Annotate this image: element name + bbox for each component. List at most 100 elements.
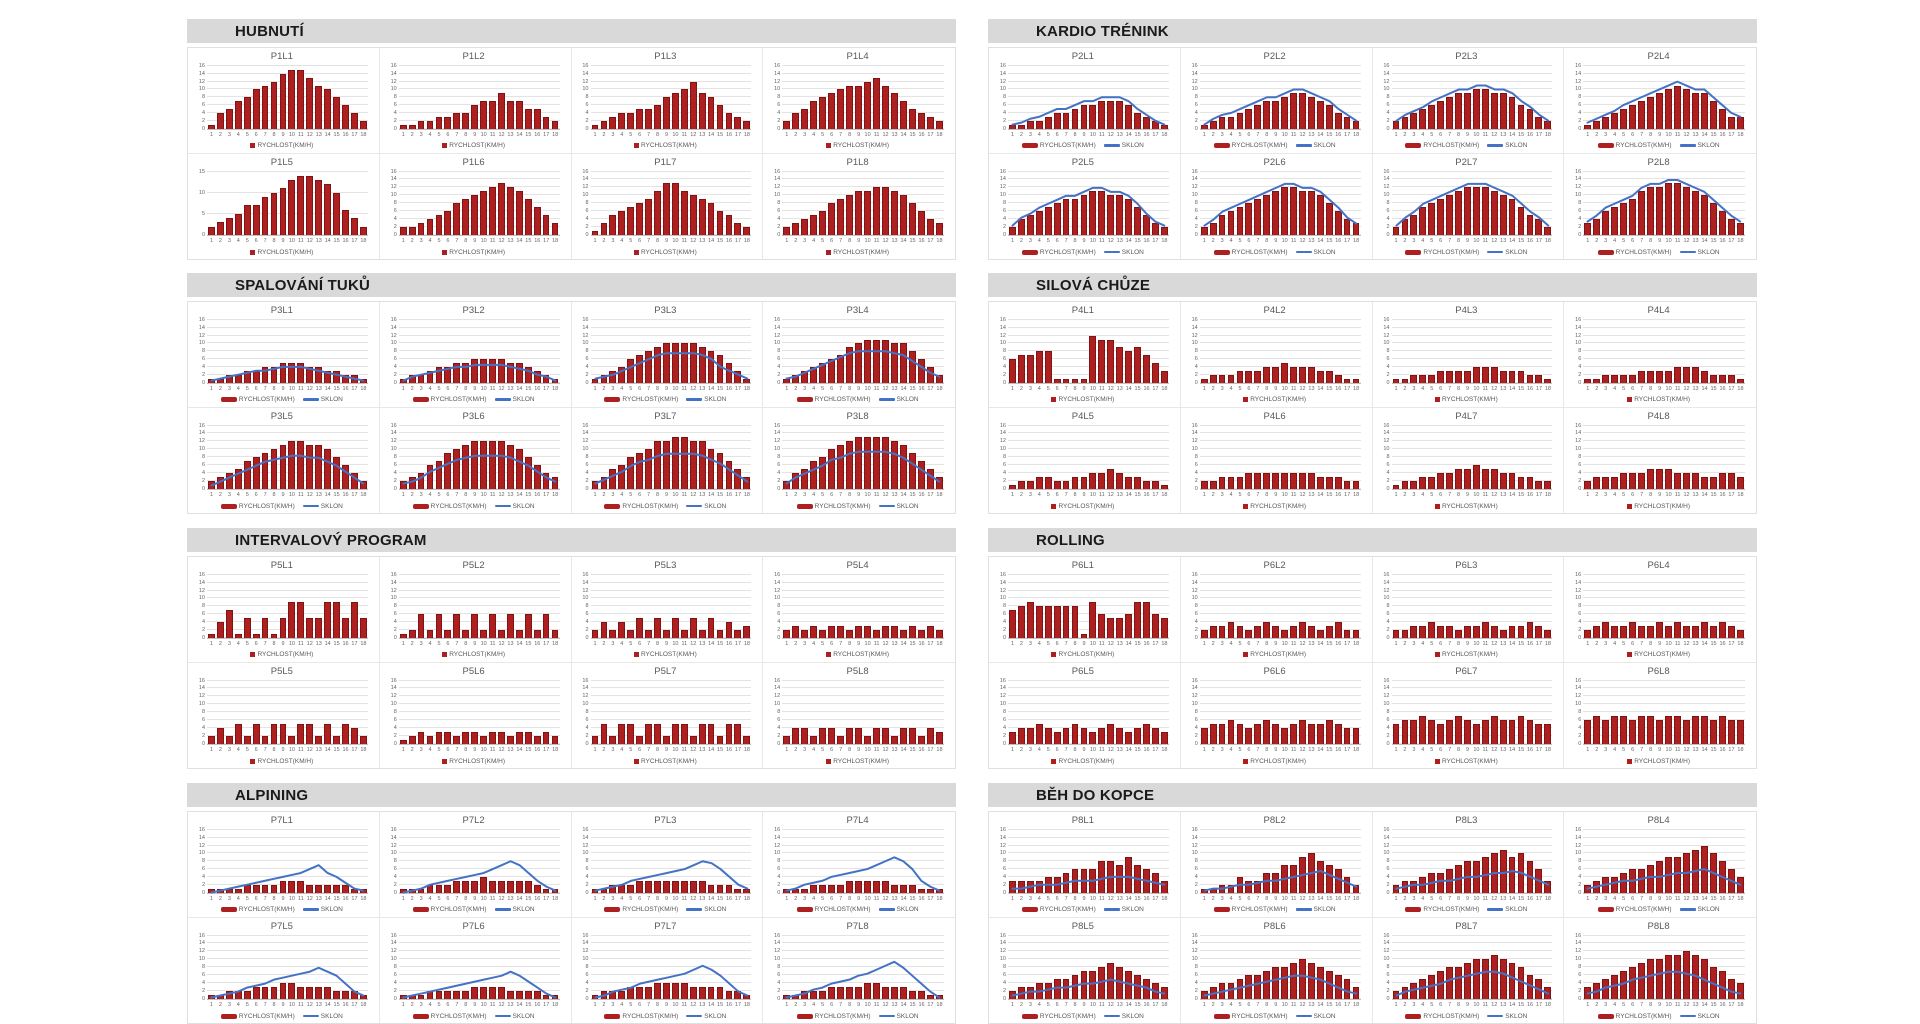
- x-tick-label: 4: [1037, 131, 1041, 138]
- chart-p8l7[interactable]: P8L7 0 2 4 6 8 10 12 14 16 1 2 3 4 5 6 7 8 9 10 11 12 13 14 15 16…: [1372, 917, 1565, 1023]
- gridline: [782, 727, 944, 729]
- x-tick-label: 1: [1586, 640, 1590, 647]
- chart-p7l1[interactable]: P7L1 0 2 4 6 8 10 12 14 16 1 2 3 4 5 6 7 8 9 10 11 12 13 14 15 16…: [188, 812, 380, 918]
- chart-p7l5[interactable]: P7L5 0 2 4 6 8 10 12 14 16 1 2 3 4 5 6 7 8 9 10 11 12 13 14 15 16…: [188, 917, 380, 1023]
- chart-p6l6[interactable]: P6L6 0 2 4 6 8 10 12 14 16 1 2 3 4 5 6 7 8 9 10 11 12 13 14 15 16…: [1180, 662, 1373, 768]
- chart-p2l5[interactable]: P2L5 0 2 4 6 8 10 12 14 16 1 2 3 4 5 6 7 8 9 10 11 12 13 14 15 16…: [989, 153, 1181, 259]
- chart-p2l6[interactable]: P2L6 0 2 4 6 8 10 12 14 16 1 2 3 4 5 6 7 8 9 10 11 12 13 14 15 16…: [1180, 153, 1373, 259]
- chart-p1l7[interactable]: P1L7 0 2 4 6 8 10 12 14 16 1 2 3 4 5 6 7 8 9 10 11 12 13 14 15 16…: [571, 153, 764, 259]
- y-tick-label: 0: [1194, 996, 1198, 1002]
- chart-p4l7[interactable]: P4L7 0 2 4 6 8 10 12 14 16 1 2 3 4 5 6 7 8 9 10 11 12 13 14 15 16…: [1372, 407, 1565, 513]
- chart-p4l1[interactable]: P4L1 0 2 4 6 8 10 12 14 16 1 2 3 4 5 6 7 8 9 10 11 12 13 14 15 16…: [989, 302, 1181, 408]
- chart-p5l8[interactable]: P5L8 0 2 4 6 8 10 12 14 16 1 2 3 4 5 6 7 8 9 10 11 12 13 14 15 16…: [763, 662, 955, 768]
- x-tick-label: 18: [1353, 385, 1360, 392]
- speed-bar: [855, 191, 863, 235]
- x-tick-label: 13: [891, 640, 898, 647]
- chart-p7l4[interactable]: P7L4 0 2 4 6 8 10 12 14 16 1 2 3 4 5 6 7 8 9 10 11 12 13 14 15 16…: [763, 812, 955, 918]
- chart-p1l3[interactable]: P1L3 0 2 4 6 8 10 12 14 16 1 2 3 4 5 6 7 8 9 10 11 12 13 14 15 16…: [571, 48, 764, 154]
- speed-bar: [828, 728, 836, 744]
- chart-p6l4[interactable]: P6L4 0 2 4 6 8 10 12 14 16 1 2 3 4 5 6 7 8 9 10 11 12 13 14 15 16…: [1564, 557, 1756, 663]
- x-tick-label: 11: [297, 1002, 304, 1008]
- x-tick-label: 6: [638, 640, 642, 647]
- gridline: [207, 472, 368, 474]
- chart-p1l2[interactable]: P1L2 0 2 4 6 8 10 12 14 16 1 2 3 4 5 6 7 8 9 10 11 12 13 14 15 16…: [379, 48, 572, 154]
- speed-bar: [359, 226, 367, 235]
- chart-p7l8[interactable]: P7L8 0 2 4 6 8 10 12 14 16 1 2 3 4 5 6 7 8 9 10 11 12 13 14 15 16…: [763, 917, 955, 1023]
- x-tick-label: 11: [1482, 747, 1489, 753]
- x-tick-label: 3: [803, 492, 807, 498]
- chart-p8l3[interactable]: P8L3 0 2 4 6 8 10 12 14 16 1 2 3 4 5 6 7 8 9 10 11 12 13 14 15 16…: [1372, 812, 1565, 918]
- y-tick-label: 4: [1002, 109, 1006, 116]
- chart-p2l3[interactable]: P2L3 0 2 4 6 8 10 12 14 16 1 2 3 4 5 6 7 8 9 10 11 12 13 14 15 16…: [1372, 48, 1565, 154]
- chart-p5l7[interactable]: P5L7 0 2 4 6 8 10 12 14 16 1 2 3 4 5 6 7 8 9 10 11 12 13 14 15 16…: [571, 662, 764, 768]
- chart-p1l4[interactable]: P1L4 0 2 4 6 8 10 12 14 16 1 2 3 4 5 6 7 8 9 10 11 12 13 14 15 16…: [763, 48, 955, 154]
- y-tick-label: 4: [1386, 873, 1390, 880]
- gridline: [207, 934, 368, 936]
- chart-p3l1[interactable]: P3L1 0 2 4 6 8 10 12 14 16 1 2 3 4 5 6 7 8 9 10 11 12 13 14 15 16…: [188, 302, 380, 408]
- chart-p2l7[interactable]: P2L7 0 2 4 6 8 10 12 14 16 1 2 3 4 5 6 7 8 9 10 11 12 13 14 15 16…: [1372, 153, 1565, 259]
- speed-bar: [927, 116, 934, 129]
- gridline: [1583, 218, 1745, 220]
- chart-p1l1[interactable]: P1L1 0 2 4 6 8 10 12 14 16 1 2 3 4 5 6 7 8 9 10 11 12 13 14 15 16…: [188, 48, 380, 154]
- chart-p8l8[interactable]: P8L8 0 2 4 6 8 10 12 14 16 1 2 3 4 5 6 7 8 9 10 11 12 13 14 15 16…: [1564, 917, 1756, 1023]
- x-tick-label: 14: [1701, 640, 1708, 647]
- speed-bar: [1455, 469, 1462, 489]
- chart-p8l1[interactable]: P8L1 0 2 4 6 8 10 12 14 16 1 2 3 4 5 6 7 8 9 10 11 12 13 14 15 16…: [989, 812, 1181, 918]
- chart-p4l4[interactable]: P4L4 0 2 4 6 8 10 12 14 16 1 2 3 4 5 6 7 8 9 10 11 12 13 14 15 16…: [1564, 302, 1756, 408]
- plot-body: 0 2 4 6 8 10 12 14 16: [391, 933, 560, 1002]
- chart-p6l8[interactable]: P6L8 0 2 4 6 8 10 12 14 16 1 2 3 4 5 6 7 8 9 10 11 12 13 14 15 16…: [1564, 662, 1756, 768]
- chart-p5l6[interactable]: P5L6 0 2 4 6 8 10 12 14 16 1 2 3 4 5 6 7 8 9 10 11 12 13 14 15 16…: [379, 662, 572, 768]
- y-tick-label: 10: [999, 192, 1006, 199]
- chart-p4l3[interactable]: P4L3 0 2 4 6 8 10 12 14 16 1 2 3 4 5 6 7 8 9 10 11 12 13 14 15 16…: [1372, 302, 1565, 408]
- chart-p5l3[interactable]: P5L3 0 2 4 6 8 10 12 14 16 1 2 3 4 5 6 7 8 9 10 11 12 13 14 15 16…: [571, 557, 764, 663]
- y-tick-label: 6: [393, 866, 397, 873]
- chart-p6l7[interactable]: P6L7 0 2 4 6 8 10 12 14 16 1 2 3 4 5 6 7 8 9 10 11 12 13 14 15 16…: [1372, 662, 1565, 768]
- chart-p8l4[interactable]: P8L4 0 2 4 6 8 10 12 14 16 1 2 3 4 5 6 7 8 9 10 11 12 13 14 15 16…: [1564, 812, 1756, 918]
- chart-p2l8[interactable]: P2L8 0 2 4 6 8 10 12 14 16 1 2 3 4 5 6 7 8 9 10 11 12 13 14 15 16…: [1564, 153, 1756, 259]
- chart-p6l2[interactable]: P6L2 0 2 4 6 8 10 12 14 16 1 2 3 4 5 6 7 8 9 10 11 12 13 14 15 16…: [1180, 557, 1373, 663]
- plot-body: 0 2 4 6 8 10 12 14 16: [1575, 827, 1745, 896]
- x-tick-label: 8: [1265, 747, 1269, 753]
- chart-p7l3[interactable]: P7L3 0 2 4 6 8 10 12 14 16 1 2 3 4 5 6 7 8 9 10 11 12 13 14 15 16…: [571, 812, 764, 918]
- chart-p6l3[interactable]: P6L3 0 2 4 6 8 10 12 14 16 1 2 3 4 5 6 7 8 9 10 11 12 13 14 15 16…: [1372, 557, 1565, 663]
- chart-p1l5[interactable]: P1L5 0 5 10 15 1 2 3 4 5 6 7 8 9 10 11 12 13 14 15 16 17 18 RYC…: [188, 153, 380, 259]
- chart-p5l2[interactable]: P5L2 0 2 4 6 8 10 12 14 16 1 2 3 4 5 6 7 8 9 10 11 12 13 14 15 16…: [379, 557, 572, 663]
- chart-p3l8[interactable]: P3L8 0 2 4 6 8 10 12 14 16 1 2 3 4 5 6 7 8 9 10 11 12 13 14 15 16…: [763, 407, 955, 513]
- chart-p7l6[interactable]: P7L6 0 2 4 6 8 10 12 14 16 1 2 3 4 5 6 7 8 9 10 11 12 13 14 15 16…: [379, 917, 572, 1023]
- chart-p5l5[interactable]: P5L5 0 2 4 6 8 10 12 14 16 1 2 3 4 5 6 7 8 9 10 11 12 13 14 15 16…: [188, 662, 380, 768]
- chart-p3l7[interactable]: P3L7 0 2 4 6 8 10 12 14 16 1 2 3 4 5 6 7 8 9 10 11 12 13 14 15 16…: [571, 407, 764, 513]
- chart-p4l5[interactable]: P4L5 0 2 4 6 8 10 12 14 16 1 2 3 4 5 6 7 8 9 10 11 12 13 14 15 16…: [989, 407, 1181, 513]
- chart-p8l6[interactable]: P8L6 0 2 4 6 8 10 12 14 16 1 2 3 4 5 6 7 8 9 10 11 12 13 14 15 16…: [1180, 917, 1373, 1023]
- chart-p2l2[interactable]: P2L2 0 2 4 6 8 10 12 14 16 1 2 3 4 5 6 7 8 9 10 11 12 13 14 15 16…: [1180, 48, 1373, 154]
- y-tick-label: 14: [1191, 579, 1198, 586]
- chart-p3l3[interactable]: P3L3 0 2 4 6 8 10 12 14 16 1 2 3 4 5 6 7 8 9 10 11 12 13 14 15 16…: [571, 302, 764, 408]
- legend: RYCHLOST(KM/H) SKLON: [991, 904, 1175, 916]
- chart-p4l2[interactable]: P4L2 0 2 4 6 8 10 12 14 16 1 2 3 4 5 6 7 8 9 10 11 12 13 14 15 16…: [1180, 302, 1373, 408]
- chart-p6l1[interactable]: P6L1 0 2 4 6 8 10 12 14 16 1 2 3 4 5 6 7 8 9 10 11 12 13 14 15 16…: [989, 557, 1181, 663]
- chart-p5l4[interactable]: P5L4 0 2 4 6 8 10 12 14 16 1 2 3 4 5 6 7 8 9 10 11 12 13 14 15 16…: [763, 557, 955, 663]
- chart-p3l2[interactable]: P3L2 0 2 4 6 8 10 12 14 16 1 2 3 4 5 6 7 8 9 10 11 12 13 14 15 16…: [379, 302, 572, 408]
- y-tick-label: 12: [198, 693, 205, 700]
- chart-p7l2[interactable]: P7L2 0 2 4 6 8 10 12 14 16 1 2 3 4 5 6 7 8 9 10 11 12 13 14 15 16…: [379, 812, 572, 918]
- chart-p3l4[interactable]: P3L4 0 2 4 6 8 10 12 14 16 1 2 3 4 5 6 7 8 9 10 11 12 13 14 15 16…: [763, 302, 955, 408]
- chart-p8l5[interactable]: P8L5 0 2 4 6 8 10 12 14 16 1 2 3 4 5 6 7 8 9 10 11 12 13 14 15 16…: [989, 917, 1181, 1023]
- chart-p3l6[interactable]: P3L6 0 2 4 6 8 10 12 14 16 1 2 3 4 5 6 7 8 9 10 11 12 13 14 15 16…: [379, 407, 572, 513]
- chart-p3l5[interactable]: P3L5 0 2 4 6 8 10 12 14 16 1 2 3 4 5 6 7 8 9 10 11 12 13 14 15 16…: [188, 407, 380, 513]
- chart-p4l8[interactable]: P4L8 0 2 4 6 8 10 12 14 16 1 2 3 4 5 6 7 8 9 10 11 12 13 14 15 16…: [1564, 407, 1756, 513]
- legend-label-speed: RYCHLOST(KM/H): [1058, 651, 1115, 658]
- chart-p1l6[interactable]: P1L6 0 2 4 6 8 10 12 14 16 1 2 3 4 5 6 7 8 9 10 11 12 13 14 15 16…: [379, 153, 572, 259]
- chart-p2l1[interactable]: P2L1 0 2 4 6 8 10 12 14 16 1 2 3 4 5 6 7 8 9 10 11 12 13 14 15 16…: [989, 48, 1181, 154]
- chart-p6l5[interactable]: P6L5 0 2 4 6 8 10 12 14 16 1 2 3 4 5 6 7 8 9 10 11 12 13 14 15 16…: [989, 662, 1181, 768]
- speed-bar: [444, 991, 452, 999]
- chart-p4l6[interactable]: P4L6 0 2 4 6 8 10 12 14 16 1 2 3 4 5 6 7 8 9 10 11 12 13 14 15 16…: [1180, 407, 1373, 513]
- speed-bar: [828, 449, 836, 489]
- gridline: [782, 448, 944, 450]
- chart-p1l8[interactable]: P1L8 0 2 4 6 8 10 12 14 16 1 2 3 4 5 6 7 8 9 10 11 12 13 14 15 16…: [763, 153, 955, 259]
- speed-bar: [1343, 219, 1351, 235]
- chart-p5l1[interactable]: P5L1 0 2 4 6 8 10 12 14 16 1 2 3 4 5 6 7 8 9 10 11 12 13 14 15 16…: [188, 557, 380, 663]
- x-tick-label: 16: [1335, 131, 1342, 138]
- speed-bar: [1692, 366, 1699, 383]
- chart-p2l4[interactable]: P2L4 0 2 4 6 8 10 12 14 16 1 2 3 4 5 6 7 8 9 10 11 12 13 14 15 16…: [1564, 48, 1756, 154]
- chart-p8l2[interactable]: P8L2 0 2 4 6 8 10 12 14 16 1 2 3 4 5 6 7 8 9 10 11 12 13 14 15 16…: [1180, 812, 1373, 918]
- chart-p7l7[interactable]: P7L7 0 2 4 6 8 10 12 14 16 1 2 3 4 5 6 7 8 9 10 11 12 13 14 15 16…: [571, 917, 764, 1023]
